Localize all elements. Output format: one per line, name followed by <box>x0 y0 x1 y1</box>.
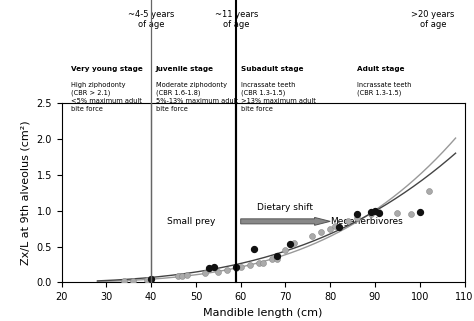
Y-axis label: Zx/L at 9th alveolus (cm²): Zx/L at 9th alveolus (cm²) <box>21 120 31 265</box>
Text: Moderate ziphodonty
(CBR 1.6-1.8)
5%-13% maximum adult
bite force: Moderate ziphodonty (CBR 1.6-1.8) 5%-13%… <box>155 82 238 112</box>
Text: Juvenile stage: Juvenile stage <box>155 66 214 72</box>
Point <box>250 247 258 252</box>
Text: Adult stage: Adult stage <box>357 66 405 72</box>
Text: Incrassate teeth
(CBR 1.3-1.5): Incrassate teeth (CBR 1.3-1.5) <box>357 82 411 96</box>
Point <box>129 278 137 283</box>
Text: Subadult stage: Subadult stage <box>241 66 303 72</box>
Point <box>183 273 191 278</box>
Point <box>353 212 361 217</box>
Point <box>147 276 155 282</box>
Point <box>215 269 222 274</box>
Text: ~11 years
of age: ~11 years of age <box>215 10 258 29</box>
Point <box>425 189 432 194</box>
Point <box>331 224 338 229</box>
Point <box>143 277 150 282</box>
Point <box>286 242 294 247</box>
Point <box>416 209 424 214</box>
Point <box>371 208 379 213</box>
Point <box>376 209 383 214</box>
Point <box>273 253 280 258</box>
Point <box>206 265 213 271</box>
Point <box>273 256 280 261</box>
Text: Dietary shift: Dietary shift <box>257 203 313 212</box>
Point <box>367 209 374 214</box>
Point <box>407 212 415 217</box>
Text: Small prey: Small prey <box>167 217 216 226</box>
Point <box>268 257 276 262</box>
Point <box>309 233 316 238</box>
Point <box>210 264 218 269</box>
Point <box>237 264 245 269</box>
Point <box>259 261 267 266</box>
Text: Very young stage: Very young stage <box>71 66 142 72</box>
Point <box>246 263 254 268</box>
Point <box>174 273 182 279</box>
Point <box>327 226 334 231</box>
Text: High ziphodonty
(CBR > 2.1)
<5% maximum adult
bite force: High ziphodonty (CBR > 2.1) <5% maximum … <box>71 82 141 112</box>
Point <box>232 265 240 271</box>
Point <box>353 215 361 220</box>
X-axis label: Mandible length (cm): Mandible length (cm) <box>203 308 323 318</box>
Point <box>318 230 325 235</box>
Point <box>367 212 374 217</box>
Point <box>232 265 240 270</box>
Text: ~4-5 years
of age: ~4-5 years of age <box>128 10 174 29</box>
FancyArrow shape <box>241 217 330 225</box>
Text: Megaherbivores: Megaherbivores <box>329 217 402 226</box>
Point <box>376 211 383 216</box>
Point <box>223 268 231 273</box>
Point <box>120 279 128 284</box>
Point <box>255 261 263 266</box>
Point <box>336 225 343 230</box>
Point <box>201 271 209 276</box>
Point <box>344 219 352 224</box>
Text: >20 years
of age: >20 years of age <box>411 10 455 29</box>
Point <box>179 273 186 278</box>
Point <box>393 210 401 215</box>
Point <box>282 247 289 253</box>
Text: Incrassate teeth
(CBR 1.3-1.5)
>13% maximum adult
bite force: Incrassate teeth (CBR 1.3-1.5) >13% maxi… <box>241 82 316 112</box>
Point <box>291 240 298 246</box>
